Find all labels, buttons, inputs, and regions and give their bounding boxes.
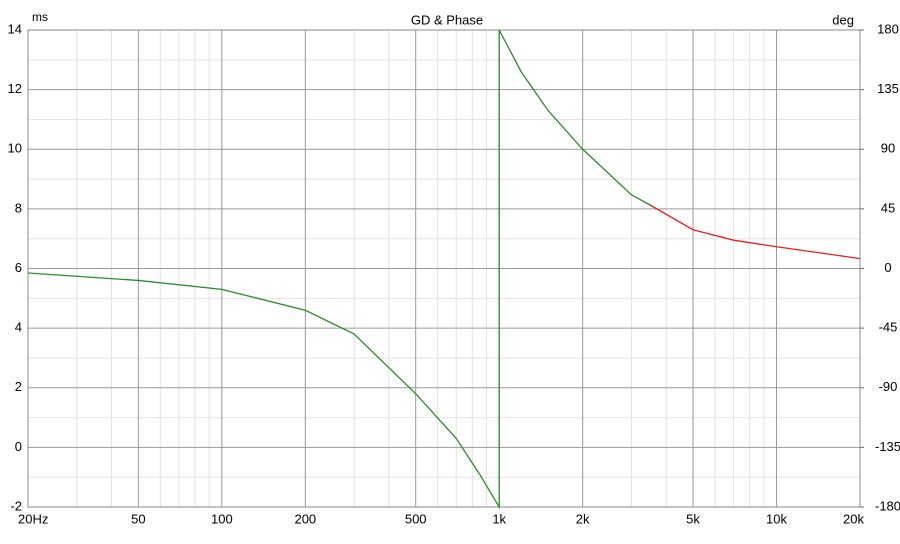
- y-tick-label: 14: [8, 21, 22, 36]
- y-tick-label: 2: [15, 379, 22, 394]
- y-tick-label: -2: [10, 498, 22, 513]
- x-tick-label: 500: [405, 511, 427, 526]
- x-tick-label: 100: [211, 511, 233, 526]
- plot-frame: [27, 29, 861, 508]
- y2-tick-label: 135: [877, 81, 899, 96]
- y2-tick-label: 0: [884, 260, 891, 275]
- y-tick-label: 12: [8, 81, 22, 96]
- line-series: [649, 204, 861, 260]
- x-tick-label: 2k: [576, 511, 590, 526]
- y2-tick-label: 90: [881, 141, 895, 156]
- y2-tick-label: -135: [875, 439, 900, 454]
- y2-tick-label: 180: [877, 21, 899, 36]
- y2-tick-label: -45: [879, 320, 898, 335]
- y-tick-label: 10: [8, 141, 22, 156]
- y-tick-label: 0: [15, 439, 22, 454]
- x-tick-label: 10k: [766, 511, 787, 526]
- y2-tick-label: 45: [881, 200, 895, 215]
- chart-title: GD & Phase: [411, 12, 483, 27]
- x-tick-label: 50: [131, 511, 145, 526]
- x-tick-label: 200: [294, 511, 316, 526]
- x-tick-label: 1k: [492, 511, 506, 526]
- y2-tick-label: -90: [879, 379, 898, 394]
- x-tick-label: 20Hz: [18, 511, 48, 526]
- line-series: [27, 29, 651, 510]
- y-tick-label: 4: [15, 320, 22, 335]
- x-tick-label: 20k: [843, 511, 864, 526]
- y-tick-label: 8: [15, 200, 22, 215]
- y-axis-label: ms: [32, 10, 48, 24]
- x-tick-label: 5k: [686, 511, 700, 526]
- y-tick-label: 6: [15, 260, 22, 275]
- y2-axis-label: deg: [832, 12, 854, 27]
- y2-tick-label: -180: [875, 498, 900, 513]
